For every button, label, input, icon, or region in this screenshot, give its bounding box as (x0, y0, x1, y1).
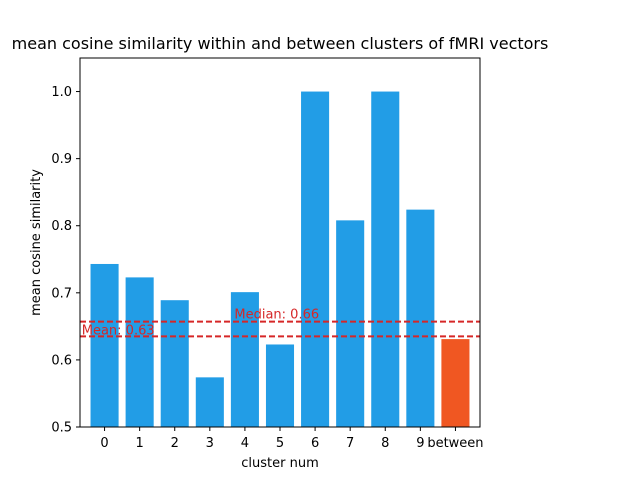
axes: 0.5 0.6 0.7 0.8 0.9 1.0 0 1 2 3 4 5 6 7 8 9 between (51, 85, 483, 451)
x-tick-label-10: between (427, 436, 483, 451)
x-tick-label-5: 5 (276, 436, 284, 451)
y-tick-label-5: 1.0 (51, 85, 72, 100)
x-tick-label-2: 2 (171, 436, 179, 451)
y-axis-label: mean cosine similarity (29, 169, 44, 316)
reference-label-0: Mean: 0.63 (82, 323, 155, 338)
x-tick-label-1: 1 (136, 436, 144, 451)
bar-4 (230, 292, 259, 427)
bar-between (441, 339, 470, 427)
bar-8 (371, 91, 400, 428)
x-tick-label-8: 8 (381, 436, 389, 451)
y-tick-label-3: 0.8 (51, 219, 72, 234)
x-axis-label: cluster num (241, 456, 319, 471)
bar-6 (301, 91, 330, 428)
bar-2 (160, 300, 189, 427)
x-tick-label-4: 4 (241, 436, 249, 451)
bar-5 (265, 344, 295, 427)
x-tick-label-9: 9 (416, 436, 424, 451)
bar-3 (195, 377, 224, 427)
y-tick-label-4: 0.9 (51, 152, 72, 167)
x-tick-label-6: 6 (311, 436, 319, 451)
bar-0 (90, 263, 119, 427)
y-tick-label-0: 0.5 (51, 421, 72, 436)
reference-label-1: Median: 0.66 (234, 308, 319, 323)
bar-9 (406, 209, 435, 427)
x-tick-label-3: 3 (206, 436, 214, 451)
y-tick-label-1: 0.6 (51, 353, 72, 368)
x-tick-label-0: 0 (100, 436, 108, 451)
x-tick-label-7: 7 (346, 436, 354, 451)
chart-title: mean cosine similarity within and betwee… (12, 34, 549, 53)
bar-1 (125, 277, 154, 427)
bar-7 (336, 220, 365, 427)
y-tick-label-2: 0.7 (51, 286, 72, 301)
plot-area: Mean: 0.63 Median: 0.66 (80, 91, 480, 428)
